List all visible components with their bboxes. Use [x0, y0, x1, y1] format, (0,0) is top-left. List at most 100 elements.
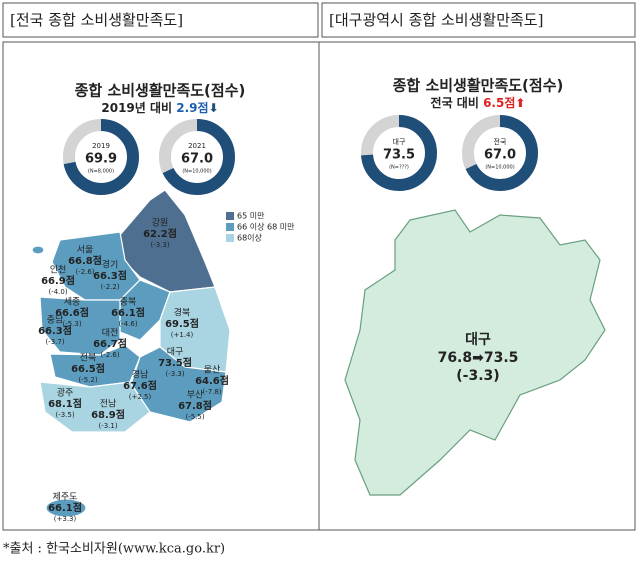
- region-score: 66.3점: [38, 325, 72, 337]
- region-name: 대구: [167, 347, 184, 358]
- region-name: 강원: [152, 218, 169, 229]
- region-score: 66.5점: [71, 363, 105, 375]
- region-name: 경기: [102, 259, 119, 271]
- region-name: 서울: [77, 245, 94, 256]
- region-change: (-3.3): [165, 370, 184, 378]
- region-change: (-5.2): [78, 376, 97, 384]
- region-score: 66.7점: [93, 338, 127, 350]
- region-score: 66.9점: [41, 275, 75, 287]
- legend-label: 68이상: [237, 233, 263, 243]
- region-name: 광주: [57, 387, 74, 399]
- left-header: [전국 종합 소비생활만족도]: [10, 11, 183, 29]
- region-name: 울산: [204, 365, 221, 376]
- donut-value: 69.9: [85, 152, 117, 167]
- daegu-map: [344, 209, 606, 496]
- donut-value: 67.0: [181, 152, 213, 167]
- subtitle-prefix: 2019년 대비: [101, 100, 176, 115]
- region-score: 67.6점: [123, 380, 157, 392]
- map-label: 대구: [465, 332, 491, 348]
- region-score: 67.8점: [178, 400, 212, 412]
- region-score: 64.6점: [195, 375, 229, 387]
- region-score: 66.3점: [93, 270, 127, 282]
- region-score: 66.1점: [48, 502, 82, 514]
- region-change: (+2.5): [129, 393, 152, 401]
- legend-label: 65 미만: [237, 212, 265, 221]
- donut-label: 대구: [393, 138, 406, 146]
- right-header-box: [321, 2, 636, 38]
- region-score: 68.1점: [48, 398, 82, 410]
- legend-label: 66 이상 68 미만: [237, 222, 295, 232]
- region-name: 대전: [102, 328, 119, 339]
- region-change: (-4.6): [118, 320, 137, 328]
- region-change: (-5.3): [62, 320, 81, 328]
- region-change: (-2.2): [100, 283, 119, 291]
- region-score: 62.2점: [143, 228, 177, 240]
- donut-arc: [462, 115, 538, 191]
- subtitle-value: 6.5점: [483, 95, 515, 110]
- region-change: (-3.7): [45, 338, 64, 346]
- subtitle-prefix: 전국 대비: [431, 95, 484, 110]
- region-score: 68.9점: [91, 409, 125, 421]
- region-shape: [45, 498, 87, 518]
- donut-label: 전국: [494, 137, 507, 146]
- region-name: 제주도: [53, 492, 78, 503]
- legend-swatch: [226, 212, 234, 220]
- right-subtitle: 전국 대비 6.5점⬆: [431, 95, 526, 110]
- donut-value: 73.5: [383, 148, 415, 163]
- left-header-box: [2, 2, 319, 38]
- region-score: 66.8점: [68, 255, 102, 267]
- region-change: (-7.8): [202, 388, 221, 396]
- right-title: 종합 소비생활만족도(점수): [393, 77, 564, 95]
- region-score: 66.6점: [55, 307, 89, 319]
- region-score: 69.5점: [165, 318, 199, 330]
- region-name: 세종: [64, 297, 81, 308]
- donut-n: (N=10,000): [182, 169, 211, 175]
- donut-label: 2019: [92, 142, 110, 150]
- region-name: 경남: [132, 369, 149, 381]
- subtitle-value: 2.9점: [176, 100, 208, 115]
- footer: *출처 : 한국소비자원(www.kca.go.kr): [3, 542, 225, 557]
- subtitle-arrow: ⬇: [209, 101, 219, 115]
- donut-arc: [361, 115, 437, 191]
- region-score: 73.5점: [158, 357, 192, 369]
- donut-arc: [63, 119, 139, 195]
- region-name: 전남: [100, 399, 117, 410]
- region-change: (-2.6): [75, 268, 94, 276]
- region-change: (-3.3): [150, 241, 169, 249]
- region-name: 충남: [47, 315, 64, 326]
- right-header: [대구광역시 종합 소비생활만족도]: [329, 11, 543, 29]
- left-title: 종합 소비생활만족도(점수): [75, 82, 246, 100]
- donut-n: (N=10,000): [485, 165, 514, 171]
- donut-n: (N=8,000): [88, 169, 114, 175]
- region-change: (-4.0): [48, 288, 67, 296]
- region-change: (-3.5): [55, 411, 74, 419]
- donut-label: 2021: [188, 142, 206, 150]
- region-name: 충북: [120, 297, 137, 308]
- island: [31, 245, 45, 255]
- donut-arc: [159, 119, 235, 195]
- legend-swatch: [226, 223, 234, 231]
- region-name: 부산: [187, 390, 204, 401]
- left-subtitle: 2019년 대비 2.9점⬇: [101, 100, 218, 115]
- region-name: 전북: [80, 353, 97, 364]
- donut-n: (N=???): [389, 165, 409, 171]
- region-shape: [39, 296, 121, 356]
- donut-value: 67.0: [484, 148, 516, 163]
- region-change: (+1.4): [171, 331, 194, 339]
- region-change: (+3.3): [54, 515, 77, 523]
- subtitle-arrow: ⬆: [515, 96, 525, 110]
- region-shape: [49, 344, 141, 388]
- map-diff: (-3.3): [456, 368, 499, 384]
- region-name: 경북: [174, 307, 191, 319]
- map-change: 76.8➡73.5: [438, 350, 519, 366]
- region-change: (-2.6): [100, 351, 119, 359]
- legend-swatch: [226, 234, 234, 242]
- region-change: (-5.5): [185, 413, 204, 421]
- region-name: 인천: [50, 265, 67, 276]
- region-shape: [39, 381, 151, 433]
- region-score: 66.1점: [111, 307, 145, 319]
- korea-map: [31, 189, 231, 518]
- region-change: (-3.1): [98, 422, 117, 430]
